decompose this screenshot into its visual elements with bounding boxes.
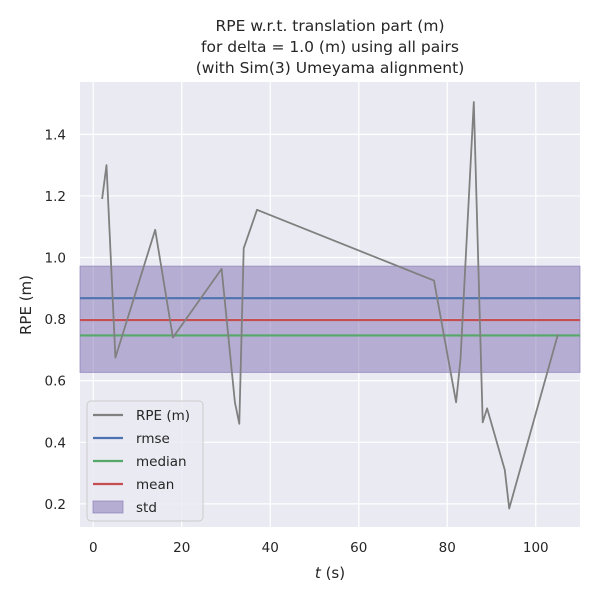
x-tick-label: 0 bbox=[89, 540, 98, 556]
x-axis-label: t (s) bbox=[315, 564, 345, 582]
title-line-2: for delta = 1.0 (m) using all pairs bbox=[201, 38, 459, 56]
legend-label: mean bbox=[136, 477, 174, 493]
chart-title: RPE w.r.t. translation part (m) for delt… bbox=[196, 17, 465, 77]
y-tick-label: 0.2 bbox=[45, 497, 66, 513]
legend: RPE (m) rmse median mean std bbox=[86, 400, 204, 522]
legend-label: rmse bbox=[136, 431, 170, 447]
x-tick-labels: 0 20 40 60 80 100 bbox=[89, 540, 549, 556]
x-axis-label-unit: (s) bbox=[321, 564, 345, 582]
legend-label: std bbox=[136, 500, 157, 516]
rpe-series-line bbox=[101, 101, 559, 510]
y-tick-label: 1.2 bbox=[45, 189, 66, 205]
x-axis-label-var: t bbox=[315, 564, 322, 582]
x-tick-label: 40 bbox=[262, 540, 279, 556]
y-tick-label: 0.4 bbox=[45, 435, 66, 451]
legend-swatch-std bbox=[92, 500, 124, 514]
series-layer bbox=[101, 101, 559, 510]
title-line-3: (with Sim(3) Umeyama alignment) bbox=[196, 59, 465, 77]
legend-box bbox=[86, 400, 204, 522]
y-tick-label: 0.8 bbox=[45, 312, 66, 328]
title-line-1: RPE w.r.t. translation part (m) bbox=[215, 17, 444, 35]
x-tick-label: 100 bbox=[523, 540, 549, 556]
x-tick-label: 80 bbox=[439, 540, 456, 556]
y-tick-labels: 0.2 0.4 0.6 0.8 1.0 1.2 1.4 bbox=[45, 127, 66, 513]
y-tick-label: 1.0 bbox=[45, 251, 66, 267]
legend-label: RPE (m) bbox=[136, 408, 190, 424]
x-tick-label: 20 bbox=[173, 540, 190, 556]
x-tick-label: 60 bbox=[350, 540, 367, 556]
stat-lines bbox=[80, 297, 580, 337]
legend-label: median bbox=[136, 454, 187, 470]
y-tick-label: 1.4 bbox=[45, 127, 66, 143]
y-axis-label: RPE (m) bbox=[17, 275, 35, 335]
y-tick-label: 0.6 bbox=[45, 374, 66, 390]
